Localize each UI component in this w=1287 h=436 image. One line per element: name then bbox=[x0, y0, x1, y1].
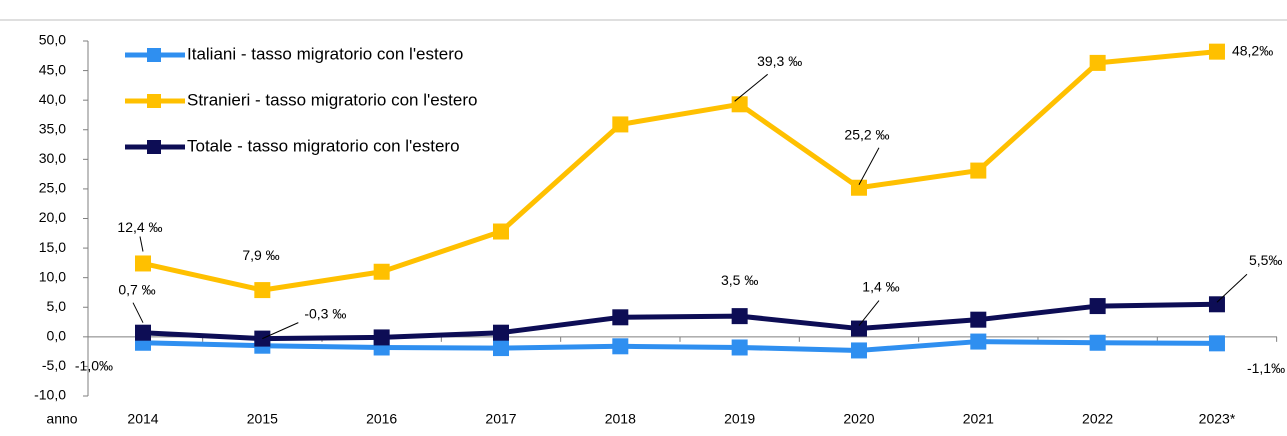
series-line bbox=[142, 339, 1217, 353]
data-label: -1,1‰ bbox=[1247, 360, 1285, 376]
legend-marker bbox=[147, 48, 161, 62]
marker bbox=[731, 339, 748, 356]
marker bbox=[612, 309, 629, 326]
marker bbox=[850, 320, 867, 337]
y-tick-label: 5,0 bbox=[47, 298, 67, 314]
marker bbox=[612, 338, 629, 355]
marker bbox=[1208, 296, 1225, 313]
marker bbox=[970, 333, 987, 350]
y-tick-label: 50,0 bbox=[39, 32, 66, 48]
label-leader bbox=[1216, 273, 1248, 303]
y-tick-label: 40,0 bbox=[39, 91, 66, 107]
x-tick-label: 2014 bbox=[127, 411, 158, 427]
legend-marker bbox=[147, 94, 161, 108]
legend-label: Italiani - tasso migratorio con l'estero bbox=[187, 44, 463, 63]
x-tick-label: 2021 bbox=[963, 411, 994, 427]
label-leader bbox=[132, 302, 144, 323]
y-tick-label: 30,0 bbox=[39, 150, 66, 166]
x-tick-label: 2018 bbox=[605, 411, 636, 427]
marker bbox=[492, 340, 509, 357]
marker bbox=[850, 342, 867, 359]
marker bbox=[970, 162, 987, 179]
label-leader bbox=[734, 73, 768, 102]
data-label: 1,4 ‰ bbox=[862, 278, 899, 294]
marker bbox=[135, 255, 151, 272]
label-leader bbox=[858, 147, 880, 185]
marker bbox=[1089, 54, 1106, 71]
series-line bbox=[142, 301, 1218, 342]
x-tick-label: 2019 bbox=[724, 411, 755, 427]
marker bbox=[1089, 334, 1106, 351]
marker bbox=[492, 324, 509, 341]
legend-label: Stranieri - tasso migratorio con l'ester… bbox=[187, 90, 477, 109]
y-tick-label: 35,0 bbox=[39, 120, 66, 136]
data-label: 39,3 ‰ bbox=[757, 53, 802, 69]
marker bbox=[254, 282, 271, 299]
y-tick-label: 0,0 bbox=[47, 328, 67, 344]
marker bbox=[731, 96, 748, 113]
x-tick-label: 2015 bbox=[247, 411, 278, 427]
data-label: 5,5‰ bbox=[1249, 252, 1282, 268]
data-label: -0,3 ‰ bbox=[304, 305, 346, 321]
data-label: 0,7 ‰ bbox=[118, 281, 155, 297]
marker bbox=[612, 116, 629, 133]
x-tick-label: 2017 bbox=[485, 411, 516, 427]
series-line bbox=[142, 49, 1218, 293]
x-tick-label: 2016 bbox=[366, 411, 397, 427]
data-label: 7,9 ‰ bbox=[242, 247, 279, 263]
legend-label: Totale - tasso migratorio con l'estero bbox=[187, 136, 460, 155]
y-tick-label: 20,0 bbox=[39, 209, 66, 225]
y-tick-label: 10,0 bbox=[39, 268, 66, 284]
y-tick-label: 15,0 bbox=[39, 239, 66, 255]
marker bbox=[373, 329, 390, 346]
marker bbox=[850, 179, 867, 196]
data-label: -1,0‰ bbox=[75, 357, 113, 373]
marker bbox=[373, 263, 390, 280]
y-tick-label: -10,0 bbox=[34, 387, 66, 403]
y-tick-label: -5,0 bbox=[42, 357, 66, 373]
label-leader bbox=[262, 322, 299, 340]
label-leader bbox=[139, 236, 144, 252]
marker bbox=[731, 308, 748, 325]
legend-marker bbox=[147, 140, 161, 154]
x-tick-label: 2022 bbox=[1082, 411, 1113, 427]
x-tick-label: 2023* bbox=[1199, 411, 1236, 427]
marker bbox=[1208, 43, 1225, 60]
marker bbox=[1208, 335, 1225, 352]
y-tick-label: 45,0 bbox=[39, 61, 66, 77]
marker bbox=[135, 324, 151, 341]
data-label: 48,2‰ bbox=[1232, 42, 1273, 58]
marker bbox=[492, 223, 509, 240]
x-tick-label: 2020 bbox=[843, 411, 874, 427]
marker bbox=[970, 311, 987, 328]
marker bbox=[1089, 298, 1106, 315]
data-label: 25,2 ‰ bbox=[844, 126, 889, 142]
data-label: 3,5 ‰ bbox=[721, 272, 758, 288]
y-tick-label: 25,0 bbox=[39, 180, 66, 196]
data-label: 12,4 ‰ bbox=[117, 219, 162, 235]
label-leader bbox=[858, 300, 880, 326]
x-axis-label: anno bbox=[46, 411, 77, 427]
